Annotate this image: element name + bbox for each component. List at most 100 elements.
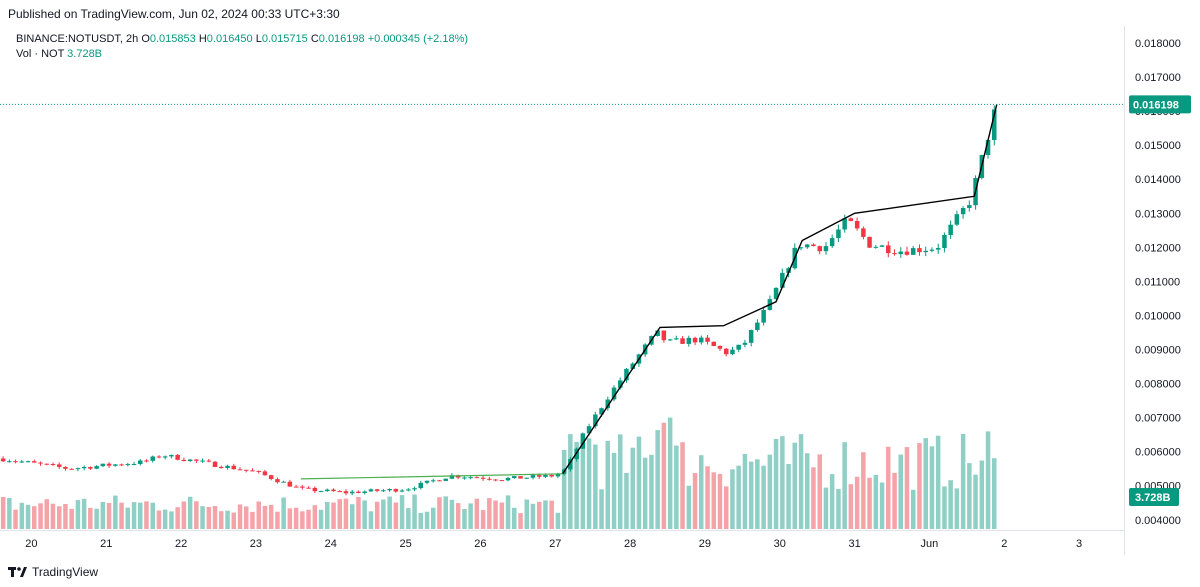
candle-body: [593, 414, 598, 427]
volume-bar: [973, 474, 978, 529]
volume-bar: [119, 502, 124, 529]
volume-bar: [393, 502, 399, 529]
candle-body: [505, 478, 511, 481]
volume-bar: [580, 440, 586, 529]
candle-body: [424, 480, 430, 483]
low-label: L: [255, 33, 262, 45]
candle-body: [805, 244, 810, 248]
candle-body: [580, 433, 586, 449]
trendline-black: [562, 104, 998, 475]
x-tick-label: 22: [175, 538, 187, 550]
volume-bar: [786, 464, 791, 529]
candle-body: [69, 468, 74, 470]
y-tick-label: 0.018000: [1135, 38, 1181, 50]
candle-body: [169, 454, 174, 457]
volume-bar: [985, 431, 991, 529]
y-tick-label: 0.017000: [1135, 72, 1181, 84]
candle-body: [493, 479, 498, 481]
volume-bar: [275, 511, 280, 529]
candle-body: [543, 474, 548, 477]
ohlc-row: BINANCE:NOTUSDT, 2h O0.015853 H0.016450 …: [16, 32, 468, 47]
volume-bar: [94, 508, 99, 529]
volume-bar: [867, 477, 872, 529]
candle-body: [287, 481, 293, 487]
volume-bar: [449, 499, 455, 529]
candle-body: [244, 469, 249, 471]
x-tick-label: 25: [399, 538, 411, 550]
volume-bar: [480, 510, 486, 529]
volume-bar: [63, 504, 68, 529]
volume-bar: [493, 500, 498, 529]
footer-brand: TradingView: [8, 565, 98, 579]
x-tick-label: 3: [1076, 538, 1082, 550]
volume-bar: [306, 509, 311, 529]
candle-body: [144, 460, 149, 462]
candle-body: [443, 478, 448, 481]
volume-bar: [886, 446, 891, 529]
volume-bar: [555, 512, 561, 529]
volume-bar: [879, 482, 885, 529]
volume-bar: [374, 501, 380, 529]
candle-body: [113, 464, 118, 466]
volume-bar: [131, 502, 137, 529]
candle-body: [219, 466, 224, 469]
volume-bar: [237, 504, 243, 529]
candle-body: [923, 250, 928, 253]
candle-body: [275, 479, 280, 483]
volume-bar: [742, 454, 748, 529]
candle-body: [194, 459, 199, 461]
candle-body: [724, 348, 729, 355]
candle-body: [618, 380, 623, 388]
change-value: +0.000345 (+2.18%): [367, 33, 469, 45]
candle-body: [711, 341, 716, 346]
volume-bar: [169, 511, 174, 529]
candle-body: [331, 489, 336, 492]
candle-body: [499, 480, 505, 482]
candle-body: [187, 459, 193, 461]
candle-body: [368, 489, 374, 492]
volume-bar: [75, 500, 81, 529]
candle-body: [300, 486, 305, 488]
trendlines: [300, 104, 998, 480]
candle-body: [811, 244, 816, 247]
y-tick-label: 0.013000: [1135, 208, 1181, 220]
volume-bar: [699, 455, 704, 529]
volume-bar: [873, 474, 879, 529]
symbol-label[interactable]: BINANCE:NOTUSDT, 2h: [16, 33, 139, 45]
candle-body: [948, 224, 953, 235]
candle-body: [81, 467, 87, 469]
price-axis[interactable]: 0.0180000.0170000.0160000.0150000.014000…: [1129, 38, 1191, 527]
candle-body: [661, 330, 667, 341]
volume-bar: [661, 422, 667, 529]
candle-body: [38, 462, 43, 464]
candle-body: [50, 464, 56, 465]
volume-bar: [418, 512, 423, 529]
close-label: C: [310, 33, 319, 45]
volume-bar: [761, 465, 766, 529]
high-label: H: [198, 33, 207, 45]
last-price-label: 0.016198: [1133, 99, 1179, 111]
volume-bar: [935, 435, 941, 529]
volume-bar: [518, 513, 523, 529]
y-tick-label: 0.007000: [1135, 413, 1181, 425]
x-tick-label: 26: [474, 538, 486, 550]
high-value: 0.016450: [206, 33, 253, 45]
candle-body: [630, 363, 635, 369]
candle-body: [848, 218, 854, 221]
candle-body: [512, 476, 517, 478]
volume-value: 3.728B: [67, 48, 103, 60]
candle-body: [0, 458, 6, 462]
candle-body: [911, 248, 916, 255]
candle-body: [63, 466, 68, 469]
volume-label[interactable]: Vol · NOT: [16, 48, 65, 60]
volume-bar: [549, 500, 554, 529]
volume-bar: [268, 504, 274, 529]
volume-bar: [424, 511, 430, 529]
volume-bar: [736, 465, 741, 529]
volume-bar: [942, 486, 947, 529]
y-tick-label: 0.004000: [1135, 515, 1181, 527]
candle-body: [406, 489, 411, 491]
candle-body: [829, 238, 835, 247]
time-axis[interactable]: 20 21 22 23 24 25 26 27 28 29 30 31 Jun 2 3: [25, 538, 1082, 550]
